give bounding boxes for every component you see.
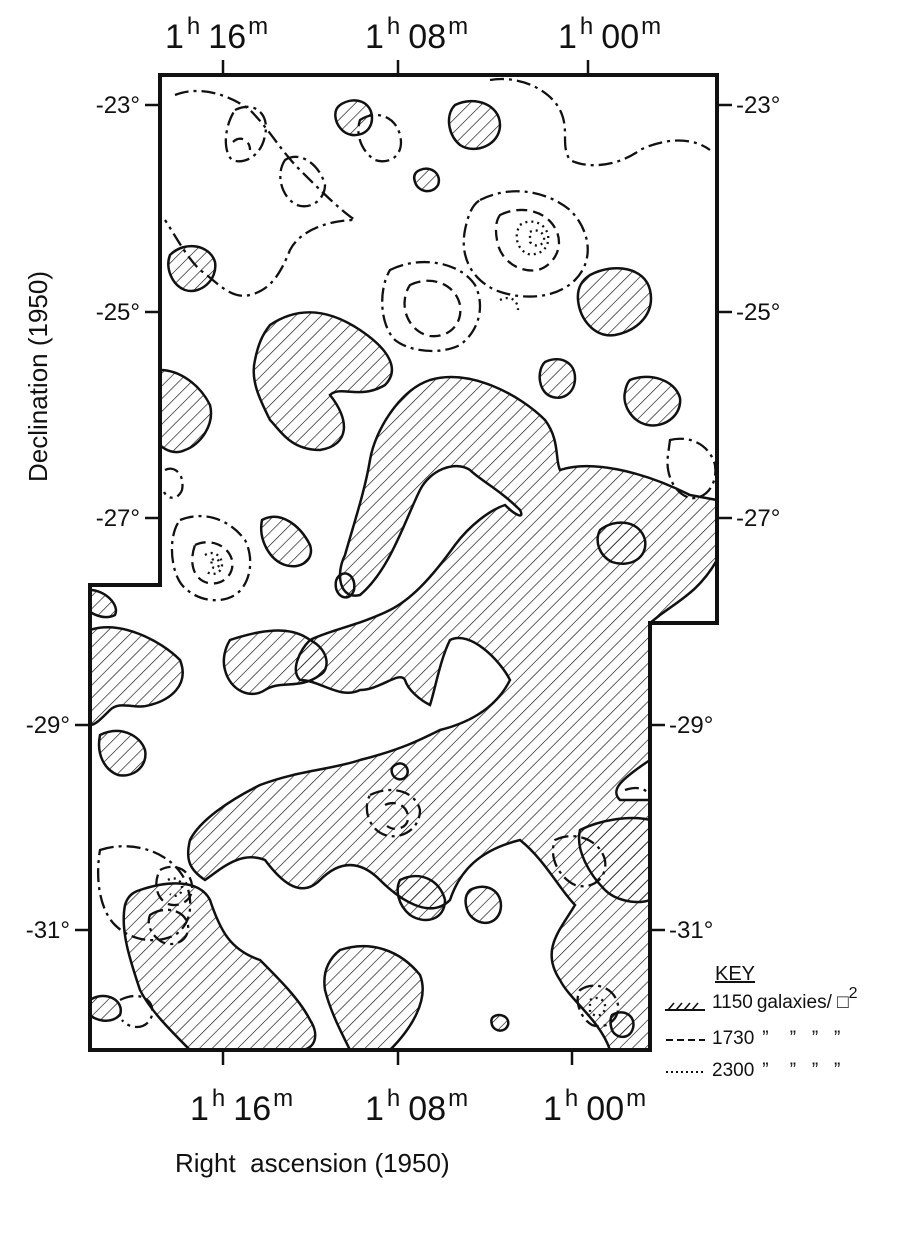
dec-right-label-2: -25° [736, 299, 780, 326]
lower-left-region [222, 629, 328, 696]
ra-bottom-label-2: 1 h 08m [365, 1085, 468, 1128]
dashed-contours [155, 137, 561, 907]
small-blob-1 [464, 885, 503, 925]
dec-right-label-5: -31° [669, 917, 713, 944]
dec-left-label-2: -25° [96, 299, 140, 326]
legend: KEY 1150 galaxies/ □2 1730” ” ” ” 2300” ”… [665, 963, 858, 1081]
dec-axis-title: Declination (1950) [23, 271, 53, 482]
far-left-region-3 [90, 994, 122, 1022]
dec-left-label-3: -27° [96, 505, 140, 532]
ra-bottom-label-3: 1 h 00m [543, 1085, 646, 1128]
right-blob-1 [576, 267, 653, 337]
top-blob-2 [447, 99, 502, 151]
left-blob-2 [259, 515, 313, 568]
top-blob-3 [412, 167, 441, 193]
survey-boundary [88, 73, 719, 1052]
upper-middle-region [252, 311, 394, 452]
lower-middle-region [396, 874, 447, 922]
hatch-swatch-icon [667, 1002, 675, 1011]
legend-title: KEY [715, 963, 755, 985]
far-left-region-2 [90, 588, 118, 619]
left-mid-region [97, 729, 147, 777]
ra-axis-title: Right ascension (1950) [175, 1148, 450, 1178]
dec-left-label-5: -31° [26, 917, 70, 944]
legend-entry-dashed: 1730” ” ” ” [666, 1028, 840, 1049]
bottom-right-region [323, 945, 424, 1050]
dash-dot-contours [97, 77, 717, 1029]
ra-bottom-label-1: 1 h 16m [190, 1085, 293, 1128]
dec-right-label-1: -23° [736, 92, 780, 119]
small-blob-4 [390, 762, 409, 781]
dotted-contours [167, 220, 607, 1017]
legend-entry-2-label: 1730” ” ” ” [712, 1028, 840, 1049]
right-blob-2 [538, 358, 577, 399]
small-blob-2 [490, 1013, 510, 1032]
right-blob-4 [596, 521, 647, 565]
ra-ticks [221, 60, 590, 1065]
ra-top-label-2: 1 h 08m [365, 13, 468, 56]
far-left-region-1 [90, 626, 184, 727]
legend-entry-hatched: 1150 galaxies/ □2 [665, 985, 858, 1013]
dec-right-label-3: -27° [736, 505, 780, 532]
dec-left-label-4: -29° [26, 712, 70, 739]
legend-entry-3-label: 2300” ” ” ” [712, 1060, 840, 1081]
legend-entry-dotted: 2300” ” ” ” [666, 1060, 840, 1081]
right-edge-region [577, 816, 652, 904]
legend-entry-1-label: 1150 galaxies/ □2 [712, 985, 858, 1013]
central-band-region [186, 375, 717, 1050]
dec-right-label-4: -29° [669, 712, 713, 739]
hatched-regions [90, 99, 717, 1050]
dec-left-label-1: -23° [96, 92, 140, 119]
ra-top-label-3: 1 h 00m [558, 13, 661, 56]
left-edge-region [158, 368, 213, 454]
bottom-left-region [122, 882, 317, 1050]
left-blob-3 [334, 572, 356, 599]
right-blob-3 [623, 375, 682, 427]
left-blob-1 [167, 244, 217, 293]
ra-top-label-1: 1 h 16m [165, 13, 268, 56]
dec-ticks [75, 103, 732, 932]
top-blob-1 [334, 99, 374, 137]
small-blob-3 [609, 1011, 635, 1039]
